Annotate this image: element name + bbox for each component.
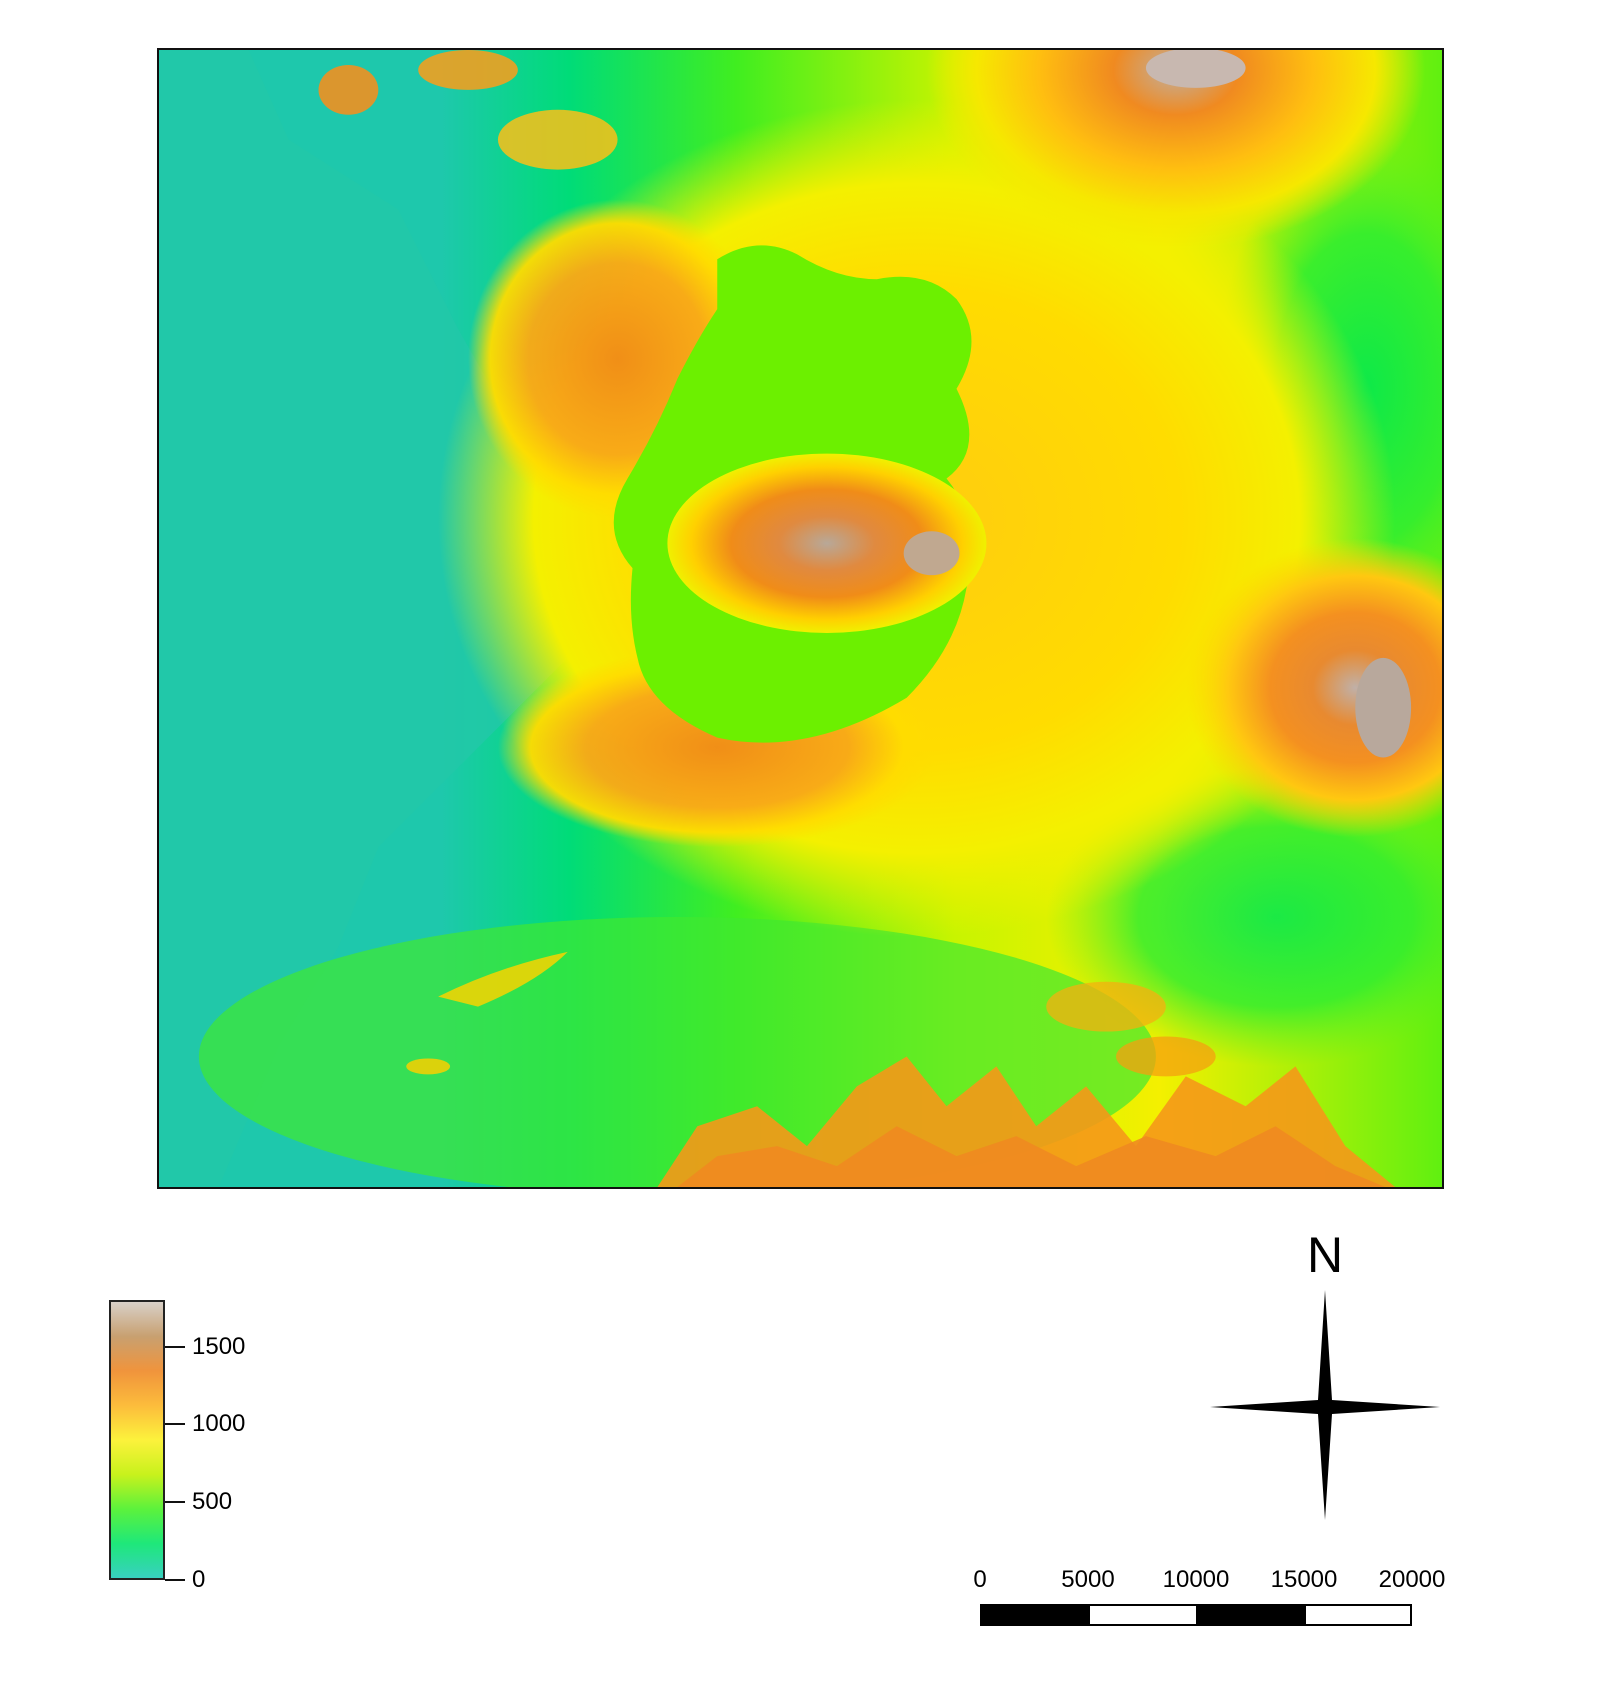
compass-star-icon [1210,1290,1440,1520]
legend-tick [165,1579,185,1581]
scale-segment [1304,1604,1412,1626]
scale-label: 15000 [1270,1566,1338,1593]
scale-bar: 0 5000 10000 15000 20000 [973,1566,1460,1628]
legend-tick-label: 1500 [192,1332,246,1360]
north-arrow: N [1200,1230,1450,1520]
scale-label: 20000 [1378,1566,1446,1593]
scale-label: 10000 [1162,1566,1230,1593]
legend-tick-label: 0 [192,1566,206,1593]
legend-tick [165,1345,185,1348]
legend-tick-label: 500 [192,1488,233,1516]
scale-label: 5000 [1061,1566,1115,1593]
legend-tick [165,1501,185,1504]
scale-segment [980,1604,1090,1626]
legend-tick [165,1423,185,1426]
elevation-map [157,48,1444,1189]
scale-segment [1196,1604,1306,1626]
elevation-legend: 1500 1000 500 0 [109,1300,279,1592]
north-label: N [1306,1227,1344,1283]
scale-label: 0 [973,1566,987,1593]
legend-color-bar [109,1300,165,1580]
elevation-raster [159,50,1442,1187]
legend-tick-label: 1000 [192,1410,246,1438]
scale-segment [1088,1604,1198,1626]
